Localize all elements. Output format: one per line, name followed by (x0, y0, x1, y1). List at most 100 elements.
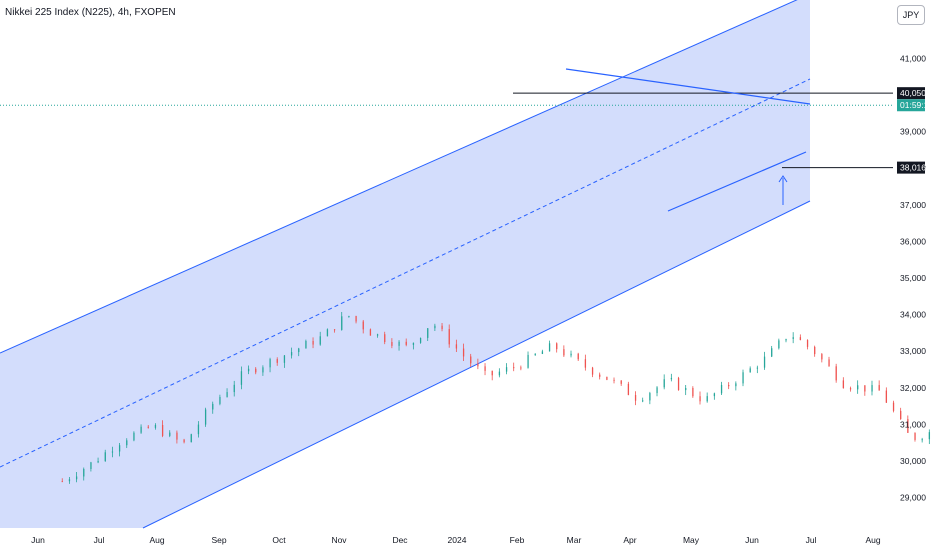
up-arrow-head (778, 175, 788, 183)
candle (885, 387, 888, 403)
candle-body (785, 338, 787, 341)
candle-body (269, 359, 271, 368)
candle (90, 461, 92, 472)
candle-body (147, 426, 149, 428)
candle-body (842, 380, 845, 389)
candle (692, 386, 694, 398)
candle-body (391, 342, 393, 346)
candle (470, 353, 472, 367)
candle (326, 328, 329, 337)
candle (441, 323, 443, 332)
candle-body (283, 355, 286, 363)
candle (247, 365, 250, 375)
candle-body (398, 341, 400, 346)
candle-body (778, 340, 780, 349)
candle (362, 319, 364, 334)
candle-body (276, 359, 278, 363)
candle-body (563, 349, 565, 356)
candle-body (620, 380, 622, 384)
candle-body (197, 424, 200, 435)
candle-body (857, 385, 859, 390)
y-tick-label: 34,000 (900, 310, 926, 320)
candle (83, 467, 85, 481)
candle-body (83, 468, 85, 477)
candle-body (462, 348, 465, 357)
candle-body (527, 354, 529, 368)
candle-body (498, 371, 501, 376)
candle (634, 391, 637, 406)
candle (305, 339, 307, 349)
candle (384, 331, 386, 345)
candle (255, 367, 257, 375)
candle (842, 377, 845, 389)
candle-body (520, 367, 522, 369)
candle-body (613, 379, 615, 381)
candle-body (900, 410, 902, 420)
candle (828, 356, 830, 367)
candle (685, 384, 687, 396)
y-axis: 29,000 30,000 31,000 32,000 33,000 34,000 35,0… (900, 53, 926, 502)
candle-body (355, 316, 357, 322)
candle-body (570, 353, 572, 356)
candle (111, 446, 114, 458)
x-tick-label: Aug (149, 535, 164, 545)
candle (276, 357, 278, 366)
x-tick-label: Dec (392, 535, 408, 545)
candle (498, 368, 501, 378)
candle (914, 432, 916, 442)
candle-body (240, 371, 243, 385)
candle-body (104, 452, 106, 462)
candle-body (928, 432, 931, 440)
candle-body (90, 462, 92, 469)
x-tick-label: Jun (31, 535, 45, 545)
candle (735, 381, 737, 391)
candle (204, 407, 207, 427)
candle (749, 366, 751, 373)
candle (720, 381, 723, 396)
candle-body (233, 384, 235, 393)
candle (606, 376, 608, 381)
candle (341, 311, 343, 331)
candle-body (441, 325, 443, 330)
candle (298, 347, 300, 357)
level-40050-label-text: 40,050 (900, 88, 926, 98)
candle (212, 401, 214, 414)
currency-button[interactable]: JPY (897, 5, 925, 25)
x-tick-label: Oct (272, 535, 286, 545)
candle-body (154, 424, 157, 428)
candle (348, 315, 350, 318)
candle-body (183, 439, 185, 443)
candle-body (176, 432, 178, 440)
last-price-timer-label-text: 01:59:17 (900, 100, 932, 110)
candle (283, 354, 286, 368)
candle (620, 380, 622, 386)
candle-body (749, 368, 751, 373)
chart-title: Nikkei 225 Index (N225), 4h, FXOPEN (5, 7, 176, 18)
candle-body (255, 368, 257, 373)
candle (319, 331, 321, 346)
candle (491, 370, 493, 381)
candle (240, 366, 243, 390)
candle (778, 338, 780, 350)
candle-body (384, 334, 386, 343)
candle-body (190, 434, 192, 443)
candle (405, 338, 407, 347)
candle (814, 345, 816, 357)
candle (706, 392, 708, 403)
candle (928, 429, 931, 445)
candle (577, 352, 579, 361)
candle (427, 328, 429, 341)
x-tick-label: Aug (865, 535, 880, 545)
candle (126, 438, 128, 449)
candle-body (849, 388, 852, 390)
candle (756, 365, 759, 374)
candle (799, 334, 802, 341)
candle-body (921, 439, 923, 441)
candle-body (405, 341, 407, 345)
candle (921, 437, 923, 443)
candle (548, 340, 551, 352)
candle-body (713, 393, 716, 397)
candle (670, 373, 673, 382)
support-trendline (667, 151, 807, 212)
